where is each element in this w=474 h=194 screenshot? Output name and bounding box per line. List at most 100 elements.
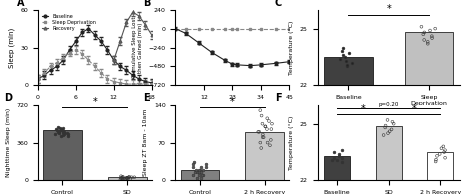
Point: [117, 178, 124, 181]
Point: [64, 133, 72, 136]
Point: [255, 130, 263, 133]
Bar: [324, 156, 350, 180]
Point: [389, 120, 396, 123]
Y-axis label: Sleep ZT 8am - 10am: Sleep ZT 8am - 10am: [143, 109, 148, 176]
Point: [59, 131, 67, 134]
Point: [338, 156, 346, 159]
Point: [345, 52, 353, 55]
Point: [258, 114, 265, 117]
Point: [118, 177, 126, 180]
Point: [123, 177, 131, 180]
Bar: [181, 170, 219, 180]
Point: [257, 146, 265, 150]
Point: [127, 177, 134, 180]
Point: [330, 151, 338, 154]
Point: [424, 40, 431, 43]
Point: [191, 160, 198, 163]
Text: F: F: [275, 93, 282, 103]
Point: [58, 135, 65, 138]
Point: [123, 176, 131, 179]
Point: [195, 173, 202, 177]
Point: [331, 156, 338, 159]
Point: [439, 145, 447, 148]
Text: B: B: [144, 0, 151, 8]
Point: [122, 177, 130, 180]
Point: [263, 127, 271, 131]
Text: E: E: [144, 93, 150, 103]
Point: [348, 61, 356, 64]
Point: [433, 154, 441, 157]
Point: [431, 27, 439, 30]
Point: [418, 25, 425, 28]
Point: [55, 129, 63, 133]
Point: [384, 132, 392, 135]
Y-axis label: Cumulative Sleep Lost
then Gained (min): Cumulative Sleep Lost then Gained (min): [132, 17, 143, 78]
Point: [125, 176, 132, 179]
Point: [54, 131, 61, 134]
Text: *: *: [360, 104, 365, 114]
Point: [118, 176, 126, 179]
Point: [58, 128, 65, 132]
Point: [53, 128, 61, 132]
Point: [55, 132, 63, 135]
X-axis label: Time (hrs): Time (hrs): [77, 106, 113, 112]
Point: [59, 126, 66, 129]
Point: [199, 173, 206, 177]
Point: [128, 176, 136, 179]
Text: *: *: [386, 4, 391, 14]
Point: [197, 176, 204, 179]
Point: [256, 141, 264, 144]
Point: [441, 149, 449, 152]
Point: [338, 160, 346, 163]
Point: [438, 147, 445, 150]
Point: [426, 29, 434, 32]
Bar: [428, 152, 453, 180]
Y-axis label: Sleep (min): Sleep (min): [8, 27, 15, 68]
Point: [262, 125, 269, 128]
Bar: [43, 130, 82, 180]
Point: [382, 124, 389, 127]
Point: [334, 158, 341, 161]
Point: [268, 122, 276, 125]
Point: [420, 38, 428, 42]
Point: [121, 177, 128, 180]
Point: [195, 168, 203, 171]
Text: *: *: [412, 104, 417, 114]
Point: [432, 160, 439, 163]
Point: [339, 46, 347, 49]
Point: [432, 158, 440, 161]
Point: [56, 126, 64, 129]
Point: [259, 136, 266, 139]
Text: A: A: [18, 0, 25, 8]
Point: [59, 131, 66, 134]
Point: [57, 127, 65, 131]
Point: [424, 42, 431, 45]
Point: [64, 135, 72, 138]
Y-axis label: Nighttime Sleep (min): Nighttime Sleep (min): [6, 108, 11, 177]
Point: [338, 50, 346, 53]
Point: [117, 177, 125, 180]
Bar: [108, 177, 146, 180]
Point: [267, 127, 275, 131]
Point: [200, 173, 207, 177]
Point: [419, 33, 427, 36]
Point: [59, 134, 67, 137]
Point: [265, 120, 273, 123]
Point: [202, 165, 210, 168]
Bar: [245, 132, 284, 180]
Point: [193, 176, 201, 179]
Point: [428, 35, 436, 38]
Point: [119, 175, 127, 178]
Legend: Baseline, Sleep Deprivation, Recovery: Baseline, Sleep Deprivation, Recovery: [40, 12, 98, 32]
Point: [260, 136, 267, 139]
Point: [54, 125, 62, 128]
Point: [341, 55, 349, 59]
Point: [119, 177, 127, 180]
Bar: [376, 126, 401, 180]
Point: [63, 132, 71, 135]
Point: [428, 36, 436, 40]
Point: [338, 149, 346, 152]
Point: [382, 126, 389, 129]
Point: [189, 163, 196, 166]
Point: [420, 31, 428, 34]
